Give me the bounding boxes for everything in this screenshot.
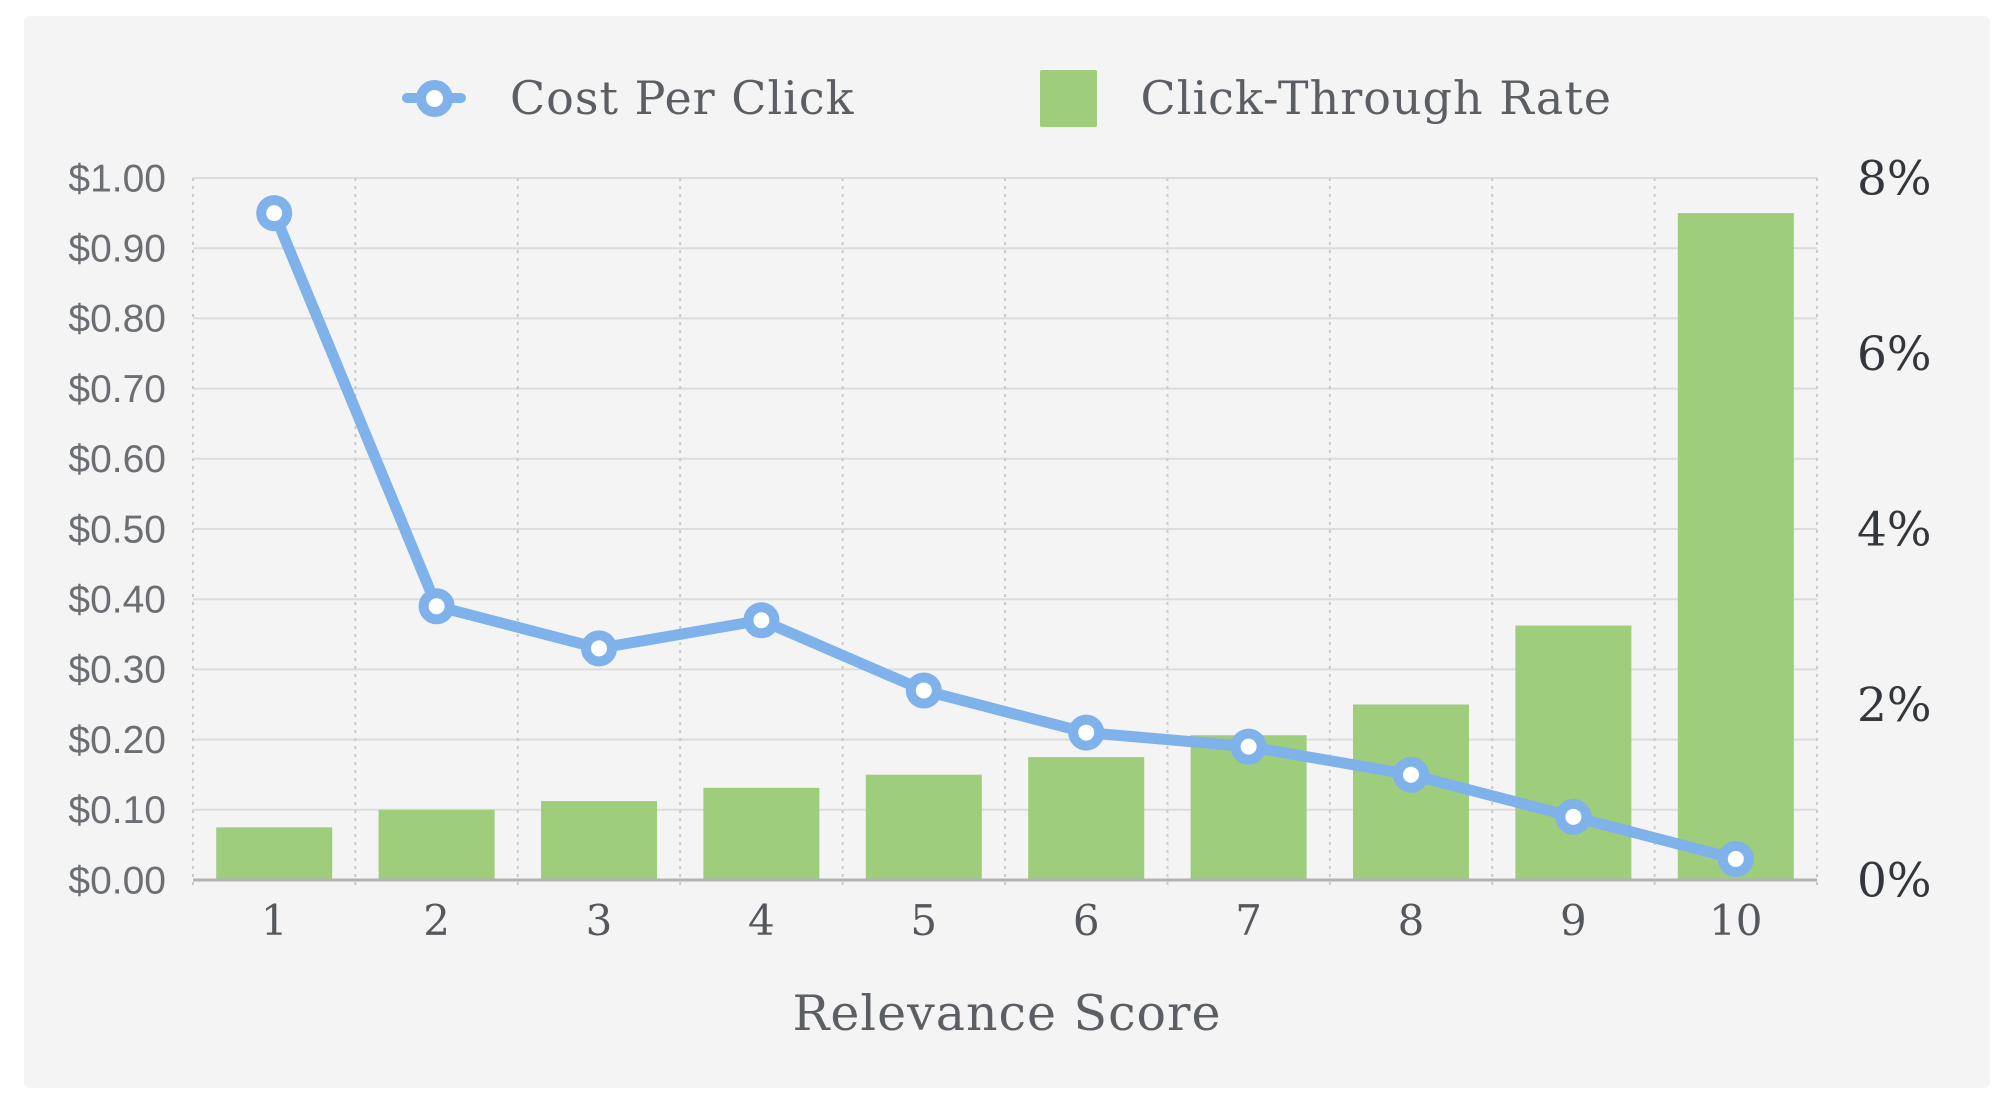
x-axis-tick-label: 9 — [1560, 896, 1587, 945]
x-axis-tick-label: 2 — [423, 896, 450, 945]
left-axis-tick-label: $0.50 — [68, 508, 166, 551]
line-point-marker — [743, 602, 780, 639]
right-axis-tick-label: 0% — [1857, 853, 1932, 908]
cost-per-click-line — [268, 207, 1742, 865]
chart-panel — [24, 16, 1990, 1088]
left-axis-tick-label: $1.00 — [68, 157, 166, 200]
legend-ring — [415, 80, 453, 117]
line-point-marker — [1230, 728, 1267, 765]
left-axis-tick-label: $0.10 — [68, 789, 166, 832]
legend-item-click-through-rate[interactable]: Click-Through Rate — [1039, 69, 1613, 127]
legend-label-click-through-rate: Click-Through Rate — [1140, 71, 1613, 125]
bar-click-through-rate — [1028, 757, 1145, 880]
right-axis-tick-label: 2% — [1857, 678, 1932, 733]
x-axis-tick-label: 1 — [261, 896, 288, 945]
left-axis-tick-label: $0.60 — [68, 438, 166, 481]
line-point-marker — [1393, 756, 1429, 793]
line-point-marker — [1717, 840, 1754, 877]
left-axis-tick-label: $0.00 — [68, 859, 166, 902]
bar-click-through-rate — [865, 774, 982, 880]
line-point-marker — [418, 588, 455, 625]
x-axis-tick-label: 10 — [1709, 896, 1762, 945]
bar-click-through-rate — [378, 809, 495, 880]
line-circle-icon — [401, 78, 466, 118]
line-point-marker — [1068, 714, 1105, 751]
x-axis-tick-label: 4 — [748, 896, 775, 945]
right-axis-tick-label: 4% — [1857, 502, 1932, 557]
bar-click-through-rate — [541, 801, 657, 880]
left-axis-tick-label: $0.90 — [68, 227, 166, 270]
line-point-marker — [905, 672, 942, 709]
square-swatch-icon — [1039, 69, 1097, 127]
right-axis-tick-label: 6% — [1857, 327, 1932, 382]
bar-click-through-rate — [216, 827, 333, 880]
legend-item-cost-per-click[interactable]: Cost Per Click — [401, 71, 855, 125]
x-axis-tick-label: 6 — [1073, 896, 1100, 945]
left-axis-tick-label: $0.40 — [68, 578, 166, 621]
bar-click-through-rate — [1677, 213, 1794, 881]
x-axis-tick-label: 3 — [586, 896, 613, 945]
line-point-marker — [1555, 798, 1592, 835]
left-axis-tick-label: $0.80 — [68, 298, 166, 341]
line-point-marker — [581, 630, 617, 667]
x-axis-tick-label: 8 — [1398, 896, 1425, 945]
bar-click-through-rate — [1515, 625, 1632, 880]
line-point-marker — [256, 195, 293, 232]
left-axis-tick-label: $0.20 — [68, 719, 166, 762]
right-axis-tick-label: 8% — [1857, 151, 1932, 206]
bar-click-through-rate — [703, 787, 820, 880]
left-axis-tick-label: $0.70 — [68, 368, 166, 411]
left-axis-tick-label: $0.30 — [68, 649, 166, 692]
x-axis-tick-label: 7 — [1235, 896, 1262, 945]
legend-label-cost-per-click: Cost Per Click — [509, 71, 855, 125]
x-axis-tick-label: 5 — [910, 896, 937, 945]
chart-legend: Cost Per Click Click-Through Rate — [0, 58, 2014, 138]
x-axis-title: Relevance Score — [792, 985, 1222, 1042]
